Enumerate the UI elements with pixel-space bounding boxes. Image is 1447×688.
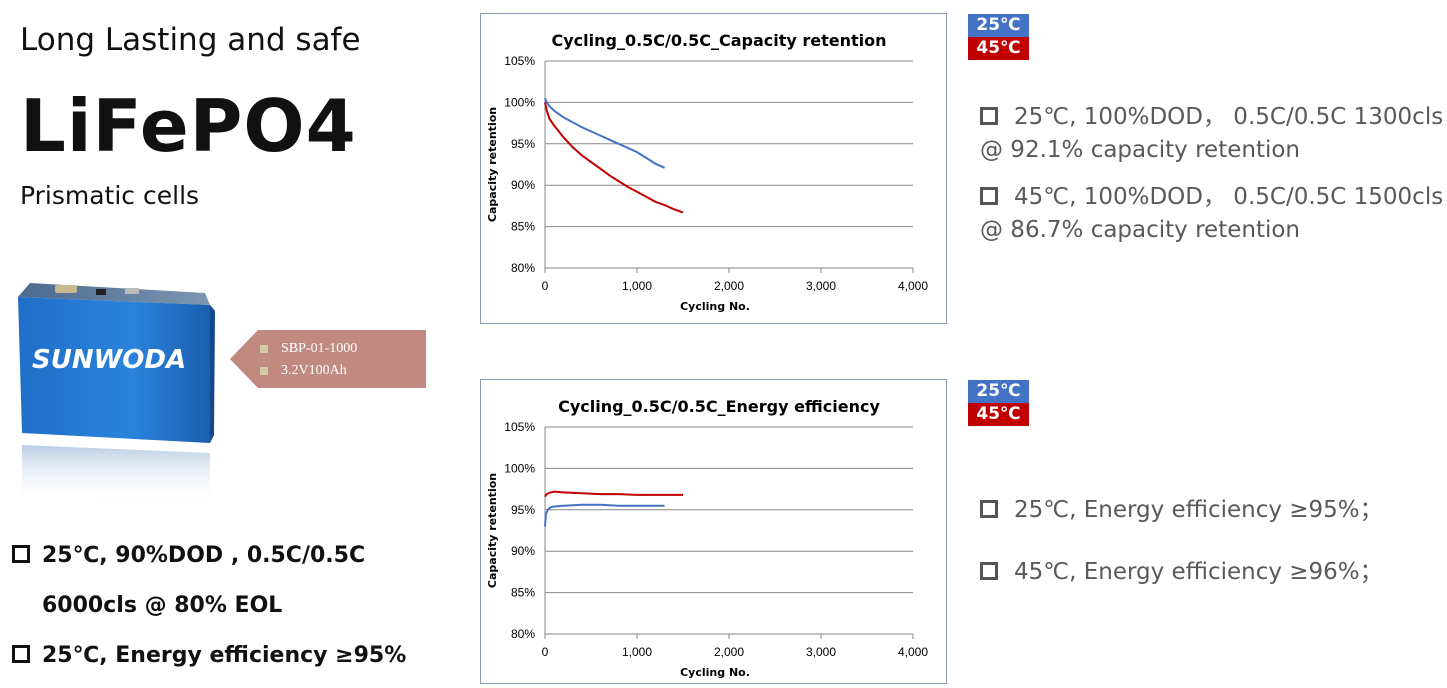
legend-25c: 25℃ bbox=[968, 14, 1029, 37]
y-axis-label: Capacity retention bbox=[486, 473, 499, 588]
series-line bbox=[544, 503, 665, 527]
x-axis-label: Cycling No. bbox=[680, 666, 750, 679]
x-tick-label: 0 bbox=[542, 645, 549, 659]
chart-title: Cycling_0.5C/0.5C_Capacity retention bbox=[551, 31, 886, 50]
y-axis-label: Capacity retention bbox=[486, 107, 499, 222]
checkbox-bullet-icon bbox=[980, 562, 998, 580]
legend-45c: 45℃ bbox=[968, 37, 1029, 60]
y-tick-label: 100% bbox=[504, 95, 535, 109]
y-tick-label: 105% bbox=[504, 54, 535, 68]
model-tag bbox=[230, 330, 426, 388]
bullet-item-continuation: 6000cls @ 80% EOL bbox=[42, 593, 283, 618]
x-tick-label: 3,000 bbox=[806, 645, 836, 659]
capacity-retention-chart: Cycling_0.5C/0.5C_Capacity retention 80% 8… bbox=[480, 13, 947, 324]
x-tick-label: 3,000 bbox=[806, 279, 836, 293]
note-25c-efficiency: 25℃, Energy efficiency ≥95%； bbox=[980, 494, 1383, 527]
bullet-item: 25℃, 90%DOD , 0.5C/0.5C bbox=[12, 543, 365, 568]
bullet-square-icon bbox=[260, 345, 268, 353]
checkbox-bullet-icon bbox=[980, 500, 998, 518]
x-tick-label: 1,000 bbox=[622, 645, 652, 659]
x-tick-label: 4,000 bbox=[898, 279, 928, 293]
y-tick-label: 105% bbox=[504, 420, 535, 434]
legend-45c: 45℃ bbox=[968, 403, 1029, 426]
y-tick-label: 80% bbox=[511, 627, 535, 641]
y-tick-label: 85% bbox=[511, 586, 535, 600]
subtitle: Long Lasting and safe bbox=[20, 22, 361, 58]
page-title: LiFePO4 bbox=[20, 84, 357, 168]
model-tag-list: SBP-01-1000 3.2V100Ah bbox=[260, 338, 357, 382]
series-line bbox=[544, 490, 683, 498]
x-tick-label: 1,000 bbox=[622, 279, 652, 293]
checkbox-bullet-icon bbox=[980, 107, 998, 125]
y-tick-label: 95% bbox=[511, 503, 535, 517]
bullet-item: 25℃, Energy efficiency ≥95% bbox=[12, 643, 406, 668]
tag-item: 3.2V100Ah bbox=[260, 360, 357, 382]
bullet-square-icon bbox=[260, 367, 268, 375]
checkbox-bullet-icon bbox=[980, 187, 998, 205]
checkbox-bullet-icon bbox=[12, 545, 30, 563]
checkbox-bullet-icon bbox=[12, 645, 30, 663]
y-tick-label: 100% bbox=[504, 461, 535, 475]
x-tick-label: 0 bbox=[542, 279, 549, 293]
y-tick-label: 80% bbox=[511, 261, 535, 275]
y-tick-label: 90% bbox=[511, 544, 535, 558]
note-25c-capacity: 25℃, 100%DOD， 0.5C/0.5C 1300cls @ 92.1% … bbox=[980, 104, 1444, 163]
battery-cell-image: SUNWODA bbox=[10, 275, 215, 505]
capacity-retention-chart-svg: Cycling_0.5C/0.5C_Capacity retention 80% 8… bbox=[486, 31, 928, 313]
chart-title: Cycling_0.5C/0.5C_Energy efficiency bbox=[558, 397, 880, 416]
product-type: Prismatic cells bbox=[20, 181, 200, 210]
y-tick-label: 85% bbox=[511, 220, 535, 234]
tag-item: SBP-01-1000 bbox=[260, 338, 357, 360]
cell-brand-label: SUNWODA bbox=[32, 345, 186, 375]
legend-25c: 25℃ bbox=[968, 380, 1029, 403]
energy-efficiency-chart: Cycling_0.5C/0.5C_Energy efficiency 80% 85… bbox=[480, 379, 947, 684]
series-line bbox=[544, 102, 684, 214]
note-45c-efficiency: 45℃, Energy efficiency ≥96%； bbox=[980, 556, 1383, 589]
y-tick-label: 90% bbox=[511, 178, 535, 192]
energy-efficiency-chart-svg: Cycling_0.5C/0.5C_Energy efficiency 80% 85… bbox=[486, 397, 928, 679]
x-axis-label: Cycling No. bbox=[680, 300, 750, 313]
y-tick-label: 95% bbox=[511, 137, 535, 151]
x-tick-label: 2,000 bbox=[714, 279, 744, 293]
note-45c-capacity: 45℃, 100%DOD， 0.5C/0.5C 1500cls @ 86.7% … bbox=[980, 184, 1444, 243]
x-tick-label: 4,000 bbox=[898, 645, 928, 659]
x-tick-label: 2,000 bbox=[714, 645, 744, 659]
series-line bbox=[544, 97, 666, 169]
